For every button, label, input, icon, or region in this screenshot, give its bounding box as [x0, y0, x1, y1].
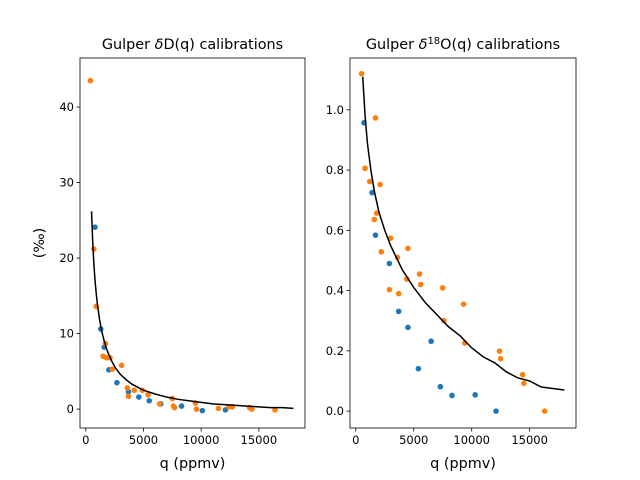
x-axis-label: q (ppmv): [160, 456, 226, 472]
data-point-series-2: [417, 281, 424, 288]
data-point-series-2: [377, 181, 383, 188]
y-axis-ticks: 0 10 20 30 40: [59, 100, 80, 416]
plot-area-frame: [79, 57, 306, 429]
data-point-series-2: [541, 408, 548, 414]
y-tick-label: 0: [67, 402, 74, 416]
data-point-series-1: [386, 260, 393, 267]
data-point-series-2: [416, 271, 423, 277]
data-point-series-2: [362, 165, 368, 172]
data-point-series-2: [386, 286, 393, 293]
data-point-series-2: [215, 405, 222, 412]
data-point-series-2: [87, 77, 94, 84]
chart-title-sup: 18: [427, 36, 440, 47]
data-point-series-2: [439, 285, 446, 291]
x-axis-label: q (ppmv): [430, 456, 496, 472]
data-point-series-1: [92, 224, 98, 230]
data-point-series-1: [415, 365, 422, 372]
chart-title: Gulper δ18O(q) calibrations: [366, 36, 560, 54]
y-tick-label: 0.0: [326, 404, 344, 418]
y-tick-label: 0.6: [326, 223, 344, 237]
fit-curve-group: [362, 76, 565, 391]
data-point-series-2: [145, 391, 151, 398]
data-point-series-1: [136, 394, 142, 400]
y-tick-label: 0.4: [326, 284, 344, 298]
chart-title-prefix: Gulper: [366, 37, 419, 53]
data-point-series-2: [131, 387, 138, 394]
data-point-series-2: [118, 362, 125, 369]
chart-title-suffix: D(q) calibrations: [163, 37, 283, 53]
data-point-series-2: [441, 317, 447, 324]
fit-curve-group: [90, 211, 294, 410]
data-point-series-2: [497, 355, 504, 362]
data-point-series-2: [371, 216, 378, 223]
y-axis-ticks: 0.0 0.2 0.4 0.6 0.8 1.0: [326, 103, 350, 418]
y-tick-label: 10: [59, 327, 74, 341]
data-point-series-2: [358, 70, 365, 77]
data-point-series-1: [493, 408, 499, 414]
x-tick-label: 0: [82, 433, 89, 447]
fit-curve: [362, 76, 565, 391]
data-point-series-1: [199, 407, 206, 414]
y-tick-label: 0.8: [326, 163, 344, 177]
x-tick-label: 0: [352, 433, 359, 447]
data-point-series-2: [171, 404, 178, 411]
data-point-series-1: [372, 232, 379, 238]
x-tick-label: 5000: [129, 433, 158, 447]
data-point-series-2: [272, 407, 278, 413]
x-tick-label: 5000: [399, 433, 428, 447]
data-point-series-2: [496, 348, 503, 354]
data-point-series-1: [405, 324, 411, 331]
data-point-series-2: [395, 290, 402, 297]
chart-title-suffix: O(q) calibrations: [440, 37, 560, 53]
x-tick-label: 10000: [453, 433, 490, 447]
data-point-series-2: [521, 380, 527, 387]
data-point-series-1: [114, 379, 120, 386]
chart-title-prefix: Gulper: [102, 37, 155, 53]
y-tick-label: 20: [59, 251, 74, 265]
data-point-series-2: [193, 406, 200, 412]
plot-area-frame: [349, 57, 577, 429]
data-point-series-2: [405, 245, 411, 252]
data-point-series-2: [156, 401, 163, 407]
data-point-series-2: [387, 235, 394, 241]
chart-title-symbol: δ: [155, 37, 164, 53]
data-point-series-2: [249, 406, 255, 412]
data-point-series-1: [395, 308, 402, 315]
data-point-series-2: [378, 248, 385, 255]
y-axis-label: (‰): [32, 228, 48, 259]
panel-delta-18o: Gulper δ18O(q) calibrations 0 5000 10000 15…: [326, 36, 577, 472]
x-axis-ticks: 0 5000 10000 15000: [352, 428, 548, 447]
data-point-series-2: [109, 366, 116, 372]
data-point-series-1: [146, 398, 153, 404]
y-tick-label: 30: [59, 176, 74, 190]
x-axis-ticks: 0 5000 10000 15000: [82, 428, 277, 447]
data-point-series-2: [519, 371, 526, 378]
data-point-series-2: [125, 393, 132, 400]
x-tick-label: 15000: [511, 433, 548, 447]
data-point-series-1: [428, 338, 434, 345]
chart-title: Gulper δD(q) calibrations: [102, 37, 283, 53]
y-tick-label: 1.0: [326, 103, 344, 117]
data-point-series-2: [366, 178, 373, 185]
y-tick-label: 0.2: [326, 344, 344, 358]
chart-title-symbol: δ: [419, 37, 428, 53]
data-points: [87, 77, 278, 414]
x-tick-label: 15000: [241, 433, 278, 447]
data-point-series-2: [372, 115, 379, 121]
panel-delta-d: Gulper δD(q) calibrations 0 5000 10000 1500…: [32, 37, 306, 472]
y-tick-label: 40: [59, 100, 74, 114]
fit-curve: [90, 211, 294, 410]
data-point-series-2: [124, 385, 131, 391]
data-point-series-1: [472, 392, 478, 398]
data-point-series-2: [373, 210, 380, 216]
data-point-series-1: [449, 392, 455, 399]
data-point-series-1: [178, 403, 185, 409]
x-tick-label: 10000: [183, 433, 220, 447]
data-point-series-1: [437, 383, 444, 390]
data-point-series-2: [460, 301, 467, 307]
data-points: [358, 70, 548, 414]
data-point-series-1: [369, 189, 375, 196]
